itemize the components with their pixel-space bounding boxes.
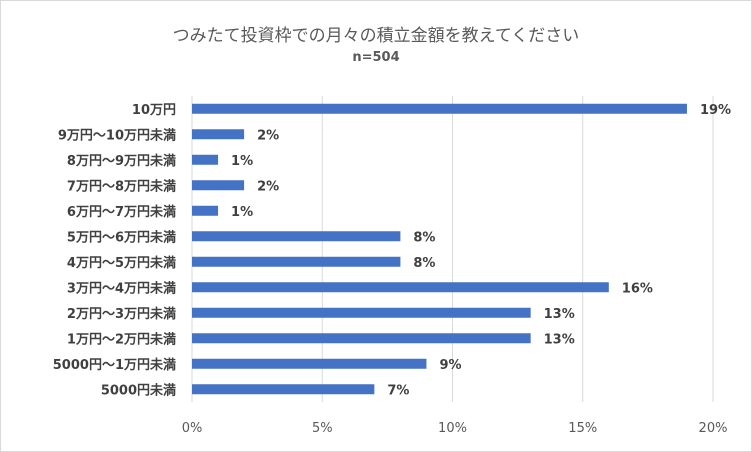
chart-title: つみたて投資枠での月々の積立金額を教えてください	[172, 26, 580, 46]
data-label: 2%	[257, 128, 279, 143]
bar	[192, 282, 609, 293]
category-label: 3万円～4万円未満	[67, 280, 176, 296]
category-label: 1万円～2万円未満	[67, 331, 176, 347]
data-label: 8%	[413, 256, 435, 271]
x-tick-label: 10%	[438, 421, 467, 436]
data-label: 8%	[413, 230, 435, 245]
data-label: 19%	[700, 103, 731, 118]
bar	[192, 358, 427, 369]
data-label: 7%	[387, 383, 409, 398]
bar	[192, 154, 219, 165]
bar	[192, 333, 531, 344]
data-label: 1%	[231, 205, 253, 220]
x-tick-label: 15%	[568, 421, 597, 436]
category-label: 5000円未満	[101, 382, 176, 398]
bar	[192, 205, 219, 216]
bar	[192, 231, 401, 242]
bar	[192, 129, 245, 140]
data-label: 13%	[544, 307, 575, 322]
category-label: 2万円～3万円未満	[67, 306, 176, 322]
category-label: 9万円～10万円未満	[58, 127, 176, 143]
category-label: 8万円～9万円未満	[67, 153, 176, 169]
category-label: 6万円～7万円未満	[67, 204, 176, 220]
bar	[192, 103, 687, 114]
bar	[192, 180, 245, 191]
bar	[192, 307, 531, 318]
chart-subtitle: n=504	[352, 50, 400, 65]
data-label: 16%	[622, 281, 653, 296]
data-label: 13%	[544, 332, 575, 347]
data-label: 1%	[231, 154, 253, 169]
category-label: 10万円	[132, 103, 176, 118]
bar	[192, 384, 375, 395]
category-label: 4万円～5万円未満	[67, 255, 176, 271]
x-tick-label: 20%	[699, 421, 728, 436]
data-label: 9%	[439, 358, 461, 373]
x-tick-label: 0%	[182, 421, 203, 436]
bar	[192, 256, 401, 267]
category-label: 5万円～6万円未満	[67, 229, 176, 245]
data-label: 2%	[257, 179, 279, 194]
x-tick-label: 5%	[312, 421, 333, 436]
category-label: 5000円～1万円未満	[53, 357, 176, 373]
category-label: 7万円～8万円未満	[67, 178, 176, 194]
